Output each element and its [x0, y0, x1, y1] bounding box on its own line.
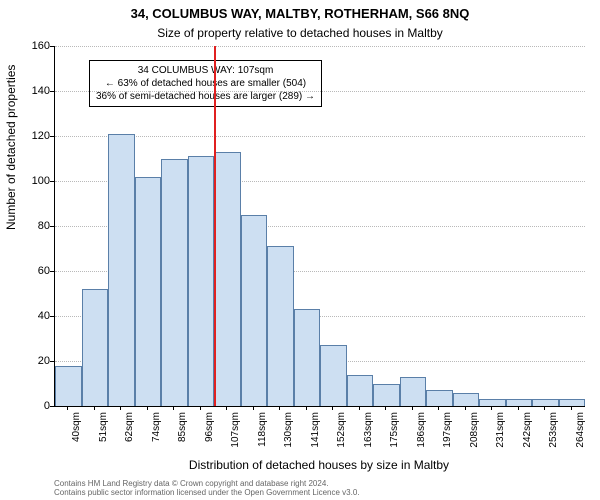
histogram-bar — [161, 159, 188, 407]
x-tick-label: 107sqm — [230, 412, 241, 448]
histogram-bar — [479, 399, 506, 406]
x-tick-mark — [253, 406, 254, 410]
x-tick-label: 186sqm — [416, 412, 427, 448]
x-tick-mark — [332, 406, 333, 410]
y-tick-label: 60 — [30, 265, 50, 277]
histogram-bar — [347, 375, 374, 407]
histogram-bar — [241, 215, 268, 406]
y-tick-mark — [50, 91, 54, 92]
x-tick-label: 231sqm — [495, 412, 506, 448]
x-tick-mark — [226, 406, 227, 410]
x-tick-label: 51sqm — [98, 412, 109, 442]
gridline — [55, 136, 585, 137]
x-tick-label: 163sqm — [363, 412, 374, 448]
chart-title-sub: Size of property relative to detached ho… — [0, 26, 600, 40]
x-tick-mark — [120, 406, 121, 410]
x-tick-label: 264sqm — [575, 412, 586, 448]
x-tick-label: 141sqm — [310, 412, 321, 448]
x-tick-mark — [94, 406, 95, 410]
gridline — [55, 91, 585, 92]
chart-title-main: 34, COLUMBUS WAY, MALTBY, ROTHERHAM, S66… — [0, 6, 600, 21]
histogram-bar — [108, 134, 135, 406]
y-tick-mark — [50, 136, 54, 137]
y-tick-mark — [50, 361, 54, 362]
x-tick-label: 40sqm — [71, 412, 82, 442]
x-tick-mark — [200, 406, 201, 410]
x-tick-label: 96sqm — [204, 412, 215, 442]
x-tick-mark — [544, 406, 545, 410]
x-tick-mark — [173, 406, 174, 410]
x-tick-label: 242sqm — [522, 412, 533, 448]
license-line2: Contains public sector information licen… — [54, 488, 360, 498]
histogram-bar — [267, 246, 294, 406]
y-tick-label: 140 — [30, 85, 50, 97]
y-tick-label: 160 — [30, 40, 50, 52]
histogram-bar — [135, 177, 162, 407]
y-tick-label: 0 — [30, 400, 50, 412]
y-tick-mark — [50, 316, 54, 317]
y-tick-mark — [50, 181, 54, 182]
reference-line — [214, 46, 216, 406]
x-axis-label: Distribution of detached houses by size … — [54, 458, 584, 472]
y-axis-label: Number of detached properties — [4, 65, 18, 230]
x-tick-label: 253sqm — [548, 412, 559, 448]
histogram-bar — [400, 377, 427, 406]
plot-area: 34 COLUMBUS WAY: 107sqm ← 63% of detache… — [54, 46, 585, 407]
x-tick-label: 130sqm — [283, 412, 294, 448]
x-tick-mark — [279, 406, 280, 410]
license-line1: Contains HM Land Registry data © Crown c… — [54, 479, 360, 489]
x-tick-mark — [571, 406, 572, 410]
y-tick-mark — [50, 46, 54, 47]
x-tick-label: 74sqm — [151, 412, 162, 442]
histogram-bar — [188, 156, 215, 406]
gridline — [55, 46, 585, 47]
x-tick-mark — [359, 406, 360, 410]
y-tick-label: 120 — [30, 130, 50, 142]
x-tick-mark — [438, 406, 439, 410]
annotation-line1: 34 COLUMBUS WAY: 107sqm — [96, 64, 315, 77]
y-tick-label: 80 — [30, 220, 50, 232]
x-tick-mark — [385, 406, 386, 410]
histogram-bar — [426, 390, 453, 406]
y-tick-label: 20 — [30, 355, 50, 367]
x-tick-mark — [67, 406, 68, 410]
x-tick-mark — [465, 406, 466, 410]
annotation-line2: ← 63% of detached houses are smaller (50… — [96, 77, 315, 90]
histogram-bar — [294, 309, 321, 406]
x-tick-label: 208sqm — [469, 412, 480, 448]
x-tick-mark — [306, 406, 307, 410]
x-tick-mark — [147, 406, 148, 410]
histogram-bar — [82, 289, 109, 406]
y-tick-label: 40 — [30, 310, 50, 322]
x-tick-mark — [491, 406, 492, 410]
histogram-bar — [532, 399, 559, 406]
x-tick-label: 152sqm — [336, 412, 347, 448]
y-tick-mark — [50, 406, 54, 407]
x-tick-label: 118sqm — [257, 412, 268, 447]
annotation-box: 34 COLUMBUS WAY: 107sqm ← 63% of detache… — [89, 60, 322, 107]
x-tick-label: 197sqm — [442, 412, 453, 448]
license-text: Contains HM Land Registry data © Crown c… — [54, 479, 360, 498]
histogram-bar — [214, 152, 241, 406]
histogram-bar — [453, 393, 480, 407]
y-tick-mark — [50, 226, 54, 227]
histogram-bar — [320, 345, 347, 406]
histogram-bar — [55, 366, 82, 407]
y-tick-label: 100 — [30, 175, 50, 187]
histogram-bar — [506, 399, 533, 406]
x-tick-label: 62sqm — [124, 412, 135, 442]
x-tick-label: 85sqm — [177, 412, 188, 442]
histogram-bar — [559, 399, 586, 406]
x-tick-mark — [518, 406, 519, 410]
histogram-bar — [373, 384, 400, 407]
y-tick-mark — [50, 271, 54, 272]
x-tick-label: 175sqm — [389, 412, 400, 448]
x-tick-mark — [412, 406, 413, 410]
